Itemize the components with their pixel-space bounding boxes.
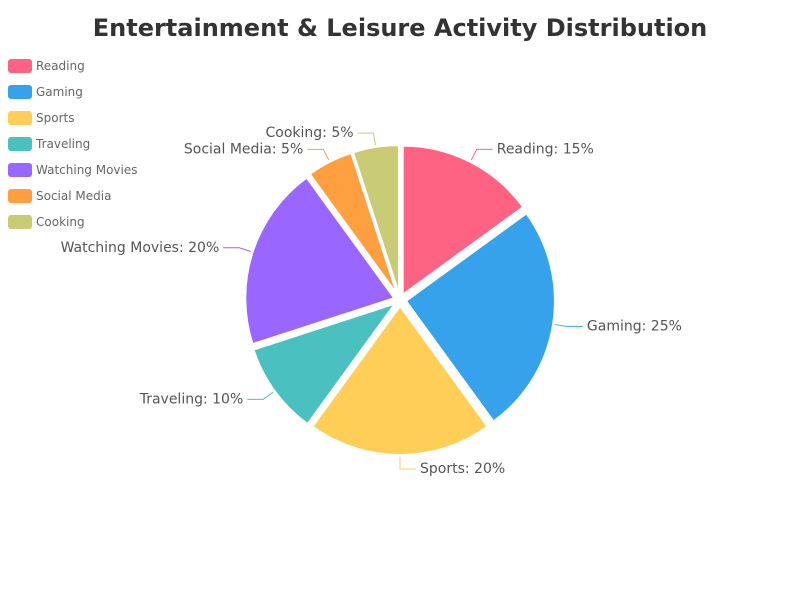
- legend-swatch: [8, 189, 32, 203]
- legend-item-traveling[interactable]: Traveling: [8, 131, 138, 157]
- legend-swatch: [8, 85, 32, 99]
- legend-item-watching-movies[interactable]: Watching Movies: [8, 157, 138, 183]
- pie-slices: [244, 144, 556, 456]
- label-leader-line: [247, 391, 274, 400]
- legend-item-cooking[interactable]: Cooking: [8, 209, 138, 235]
- legend-item-social-media[interactable]: Social Media: [8, 183, 138, 209]
- legend-swatch: [8, 59, 32, 73]
- slice-label: Social Media: 5%: [184, 141, 303, 157]
- legend-swatch: [8, 137, 32, 151]
- legend-label: Traveling: [36, 137, 91, 151]
- legend-swatch: [8, 215, 32, 229]
- slice-label: Traveling: 10%: [139, 391, 244, 407]
- pie-slice-cooking[interactable]: [352, 144, 401, 296]
- pie-slice-reading[interactable]: [401, 144, 525, 296]
- label-leader-line: [399, 457, 416, 470]
- pie-slice-gaming[interactable]: [404, 212, 556, 423]
- legend-swatch: [8, 111, 32, 125]
- slice-label: Watching Movies: 20%: [61, 240, 220, 256]
- pie-slice-traveling[interactable]: [252, 302, 397, 426]
- label-leader-line: [554, 324, 583, 327]
- legend-label: Gaming: [36, 85, 83, 99]
- legend-label: Sports: [36, 111, 75, 125]
- legend-label: Watching Movies: [36, 163, 138, 177]
- label-leader-line: [357, 132, 376, 146]
- pie-slice-watching-movies[interactable]: [244, 176, 396, 346]
- chart-title: Entertainment & Leisure Activity Distrib…: [92, 14, 708, 42]
- legend-item-sports[interactable]: Sports: [8, 105, 138, 131]
- legend-label: Social Media: [36, 189, 112, 203]
- chart-legend: Reading Gaming Sports Traveling Watching…: [8, 53, 138, 235]
- label-leader-line: [307, 148, 330, 161]
- slice-label: Reading: 15%: [497, 141, 594, 157]
- legend-item-gaming[interactable]: Gaming: [8, 79, 138, 105]
- legend-item-reading[interactable]: Reading: [8, 53, 138, 79]
- slice-label: Sports: 20%: [420, 461, 505, 477]
- pie-labels: Reading: 15% Gaming: 25% Sports: 20% Travel…: [61, 125, 682, 477]
- legend-label: Reading: [36, 59, 85, 73]
- legend-swatch: [8, 163, 32, 177]
- pie-slice-sports[interactable]: [311, 305, 489, 456]
- slice-label: Gaming: 25%: [587, 318, 682, 334]
- label-leader-line: [223, 247, 251, 252]
- legend-label: Cooking: [36, 215, 85, 229]
- slice-label: Cooking: 5%: [266, 125, 354, 141]
- pie-slice-social-media[interactable]: [308, 151, 399, 296]
- label-leader-line: [470, 148, 493, 161]
